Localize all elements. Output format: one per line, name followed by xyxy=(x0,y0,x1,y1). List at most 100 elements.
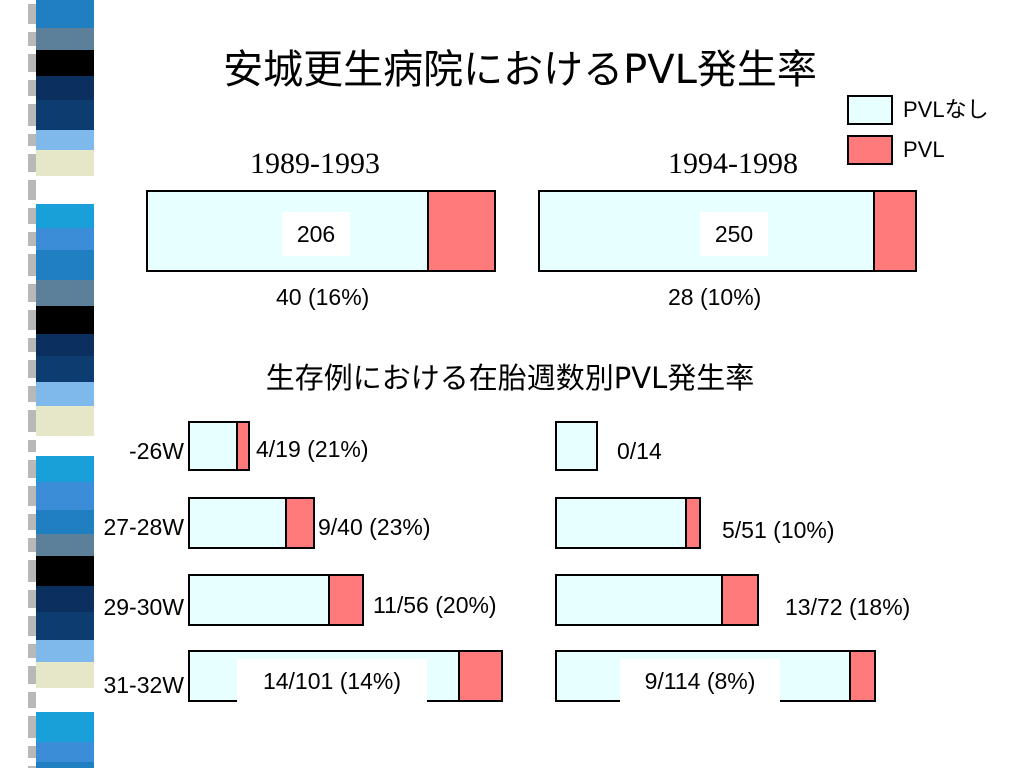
decorative-stripe xyxy=(36,228,94,250)
week-label: 27-28W xyxy=(103,514,184,540)
bar-segment-pvl xyxy=(873,192,915,270)
decorative-stripe xyxy=(36,612,94,640)
bar-segment-no-pvl xyxy=(190,423,236,469)
decorative-stripe-shadow xyxy=(28,716,36,738)
period-label-1989-1993: 1989-1993 xyxy=(250,147,380,180)
decorative-stripe-shadow xyxy=(28,310,36,330)
week-bar-1994-1998 xyxy=(555,574,759,626)
decorative-stripe-shadow xyxy=(28,460,36,478)
total-count-label: 250 xyxy=(700,212,768,256)
bar-segment-pvl xyxy=(427,192,494,270)
week-ratio-label: 9/40 (23%) xyxy=(318,514,431,540)
decorative-stripe xyxy=(36,534,94,556)
decorative-stripe xyxy=(36,356,94,382)
decorative-stripe-shadow xyxy=(28,560,36,582)
decorative-stripe-shadow xyxy=(28,746,36,758)
decorative-stripe xyxy=(36,640,94,662)
bar-segment-pvl xyxy=(685,499,699,547)
decorative-stripe-shadow xyxy=(28,440,36,452)
decorative-stripe-shadow xyxy=(28,590,36,608)
week-bar-1989-1993 xyxy=(188,574,364,626)
decorative-stripe xyxy=(36,76,94,100)
decorative-stripe xyxy=(36,250,94,280)
decorative-stripe xyxy=(36,406,94,436)
bar-segment-pvl xyxy=(285,499,313,547)
bar-segment-pvl xyxy=(236,423,248,469)
decorative-stripe xyxy=(36,306,94,334)
decorative-stripe-shadow xyxy=(28,180,36,200)
decorative-stripe xyxy=(36,334,94,356)
decorative-stripe xyxy=(36,100,94,130)
decorative-stripe-shadow xyxy=(28,232,36,246)
legend-swatch-no-pvl xyxy=(847,95,893,125)
decorative-stripe-shadow xyxy=(28,32,36,46)
decorative-stripe xyxy=(36,688,94,712)
decorative-stripe xyxy=(36,510,94,534)
bar-segment-pvl xyxy=(328,576,362,624)
decorative-stripe xyxy=(36,150,94,176)
week-bar-1994-1998 xyxy=(555,497,701,549)
decorative-stripe-shadow xyxy=(28,360,36,378)
week-ratio-label: 5/51 (10%) xyxy=(722,517,835,543)
decorative-stripe xyxy=(36,586,94,612)
decorative-stripe-shadow xyxy=(28,254,36,276)
decorative-stripe-shadow xyxy=(28,208,36,224)
decorative-stripe xyxy=(36,0,94,28)
decorative-stripe xyxy=(36,742,94,762)
decorative-stripe-shadow xyxy=(28,410,36,432)
decorative-stripe-shadow xyxy=(28,766,36,768)
bar-segment-no-pvl xyxy=(557,499,685,547)
decorative-stripe-shadow xyxy=(28,644,36,658)
pvl-count-label: 28 (10%) xyxy=(668,284,762,310)
legend-label-pvl: PVL xyxy=(903,137,945,162)
bar-segment-pvl xyxy=(721,576,757,624)
week-ratio-label: 9/114 (8%) xyxy=(620,659,780,703)
week-label: 29-30W xyxy=(103,594,184,620)
week-ratio-label: 14/101 (14%) xyxy=(237,659,427,703)
bar-segment-pvl xyxy=(849,652,874,700)
week-bar-1994-1998 xyxy=(555,421,598,471)
decorative-stripe-shadow xyxy=(28,104,36,126)
decorative-stripe-shadow xyxy=(28,538,36,552)
bar-segment-no-pvl xyxy=(557,423,596,469)
pvl-count-label: 40 (16%) xyxy=(276,284,370,310)
week-ratio-label: 0/14 xyxy=(617,438,662,464)
decorative-stripe-shadow xyxy=(28,4,36,24)
decorative-stripe xyxy=(36,176,94,204)
decorative-stripe xyxy=(36,204,94,228)
decorative-stripe xyxy=(36,712,94,742)
decorative-stripe xyxy=(36,280,94,306)
legend-swatch-pvl xyxy=(847,135,893,165)
decorative-stripe xyxy=(36,436,94,456)
decorative-stripe-shadow xyxy=(28,486,36,506)
decorative-stripe-border xyxy=(28,0,94,768)
bar-segment-no-pvl xyxy=(190,576,328,624)
decorative-stripe-shadow xyxy=(28,54,36,72)
decorative-stripe-shadow xyxy=(28,692,36,708)
period-bar-1989-1993 xyxy=(146,190,496,272)
period-bar-1994-1998 xyxy=(538,190,917,272)
week-label: 31-32W xyxy=(103,672,184,698)
week-ratio-label: 4/19 (21%) xyxy=(256,436,369,462)
decorative-stripe-shadow xyxy=(28,666,36,684)
week-ratio-label: 11/56 (20%) xyxy=(373,592,497,618)
decorative-stripe-shadow xyxy=(28,386,36,402)
decorative-stripe-shadow xyxy=(28,80,36,96)
week-ratio-label: 13/72 (18%) xyxy=(785,594,911,620)
bar-segment-pvl xyxy=(458,652,501,700)
decorative-stripe xyxy=(36,28,94,50)
section-subtitle: 生存例における在胎週数別PVL発生率 xyxy=(265,361,755,395)
slide-title: 安城更生病院におけるPVL発生率 xyxy=(223,47,817,93)
total-count-label: 206 xyxy=(282,212,350,256)
week-label: -26W xyxy=(129,438,184,464)
decorative-stripe-shadow xyxy=(28,338,36,352)
legend-label-no-pvl: PVLなし xyxy=(903,97,989,122)
decorative-stripe-shadow xyxy=(28,154,36,172)
week-bar-1989-1993 xyxy=(188,497,315,549)
week-bar-1989-1993 xyxy=(188,421,250,471)
decorative-stripe xyxy=(36,50,94,76)
decorative-stripe-shadow xyxy=(28,616,36,636)
decorative-stripe-shadow xyxy=(28,514,36,530)
decorative-stripe xyxy=(36,556,94,586)
decorative-stripe-shadow xyxy=(28,284,36,302)
